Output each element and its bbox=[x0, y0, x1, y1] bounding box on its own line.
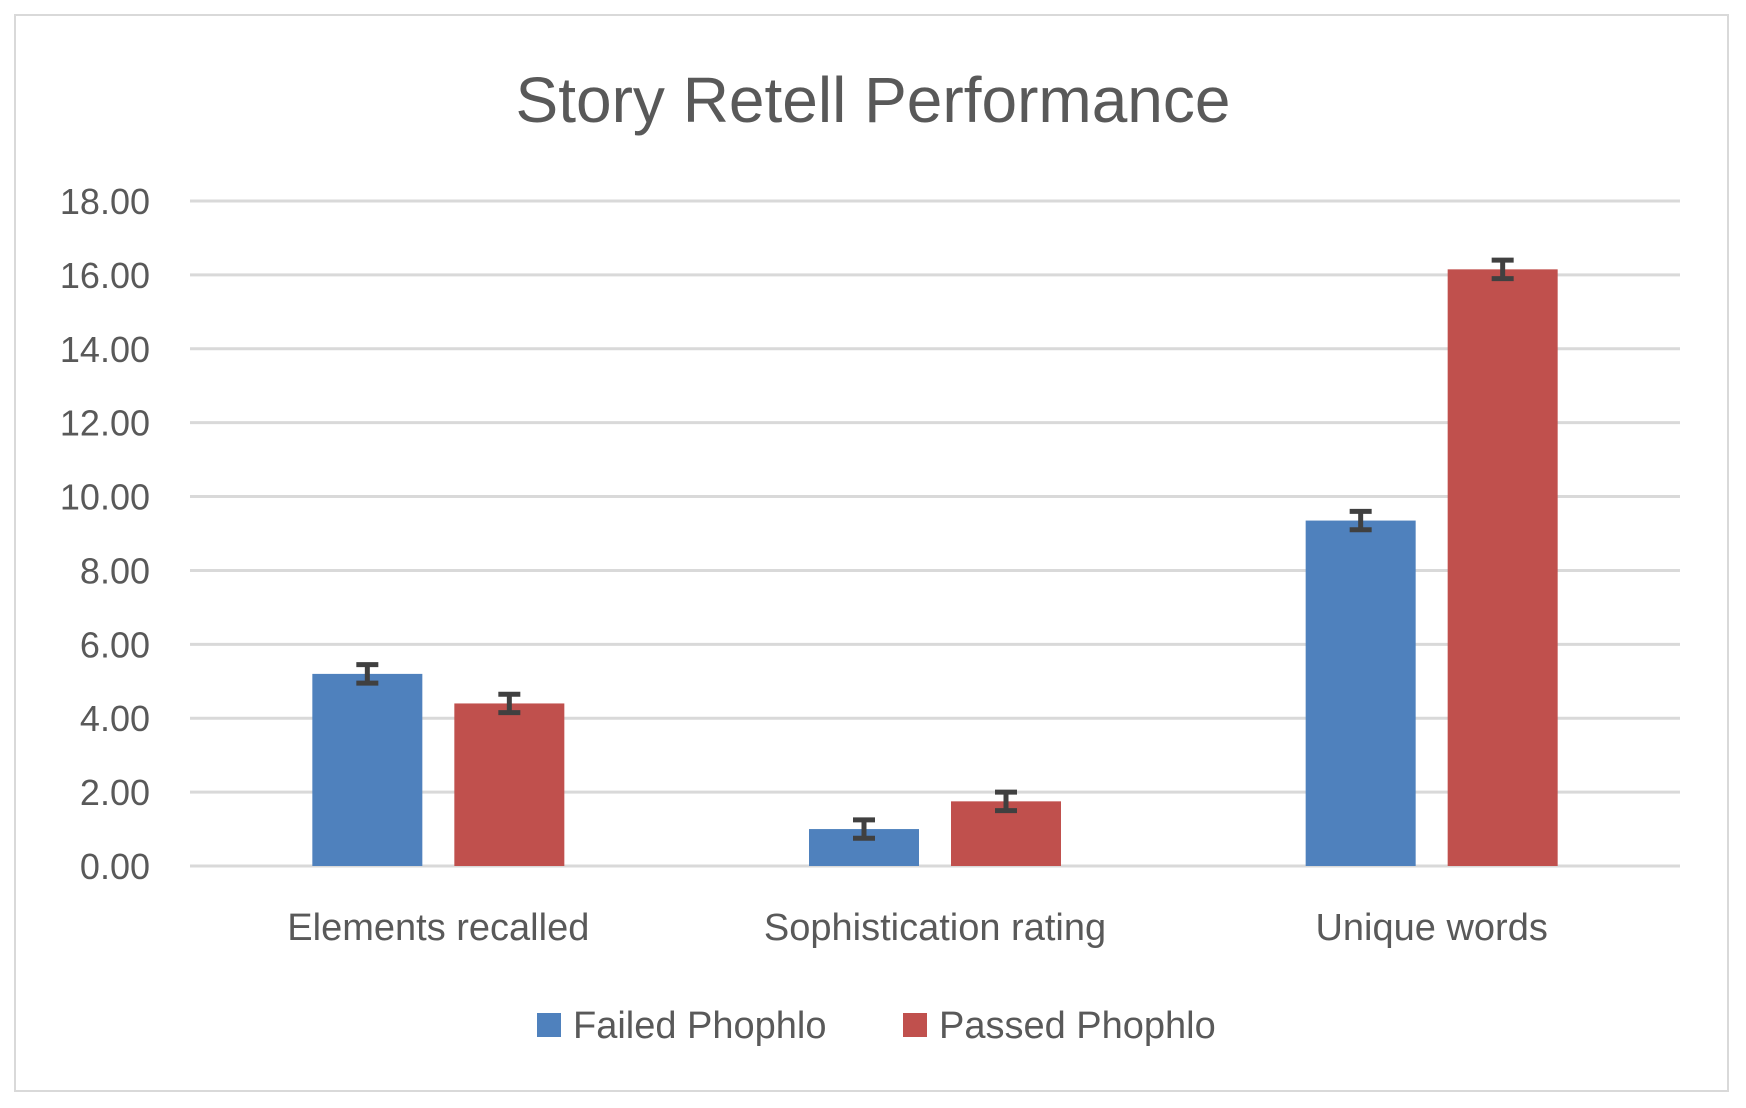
error-bars bbox=[356, 257, 1514, 841]
gridlines bbox=[190, 199, 1680, 868]
legend-swatch bbox=[537, 1013, 561, 1037]
y-tick-label: 14.00 bbox=[60, 329, 150, 370]
chart-title: Story Retell Performance bbox=[516, 64, 1231, 136]
x-category-label: Elements recalled bbox=[287, 907, 589, 949]
legend-label: Failed Phophlo bbox=[573, 1005, 827, 1047]
legend-item: Passed Phophlo bbox=[903, 1005, 1216, 1047]
bar bbox=[1447, 269, 1558, 866]
error-bar bbox=[1349, 508, 1372, 533]
y-tick-label: 18.00 bbox=[60, 181, 150, 222]
legend-label: Passed Phophlo bbox=[939, 1005, 1216, 1047]
y-axis-ticks: 0.00 2.00 4.00 6.00 8.00 10.00 12.00 14.00 16.00… bbox=[60, 181, 150, 887]
chart-frame bbox=[14, 14, 1729, 1092]
legend: Failed Phophlo Passed Phophlo bbox=[537, 1005, 1216, 1047]
bar bbox=[454, 703, 565, 866]
y-tick-label: 10.00 bbox=[60, 477, 150, 518]
y-tick-label: 8.00 bbox=[80, 550, 150, 591]
x-category-label: Sophistication rating bbox=[764, 907, 1106, 949]
x-category-label: Unique words bbox=[1315, 907, 1547, 949]
x-axis-categories: Elements recalled Sophistication rating Un… bbox=[287, 907, 1548, 949]
error-bar bbox=[1491, 257, 1514, 282]
legend-swatch bbox=[903, 1013, 927, 1037]
bar bbox=[312, 673, 423, 866]
error-bar bbox=[356, 662, 379, 686]
y-tick-label: 6.00 bbox=[80, 624, 150, 665]
bar bbox=[1305, 520, 1416, 866]
error-bar bbox=[498, 691, 521, 716]
error-bar bbox=[995, 789, 1017, 814]
y-tick-label: 4.00 bbox=[80, 698, 150, 739]
y-tick-label: 12.00 bbox=[60, 403, 150, 444]
y-tick-label: 0.00 bbox=[80, 846, 150, 887]
legend-item: Failed Phophlo bbox=[537, 1005, 827, 1047]
y-tick-label: 2.00 bbox=[80, 772, 150, 813]
y-tick-label: 16.00 bbox=[60, 255, 150, 296]
error-bar bbox=[853, 817, 875, 841]
bars bbox=[312, 269, 1558, 866]
